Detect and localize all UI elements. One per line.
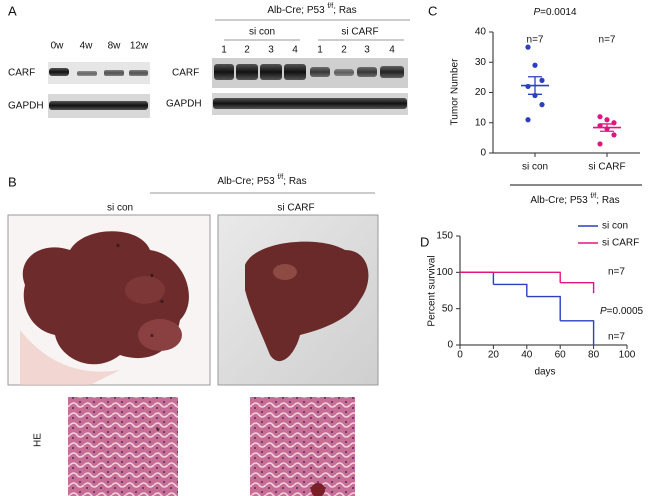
x-axis-label-part: Alb-Cre; P53 [530,195,590,206]
x-axis-label: Alb-Cre; P53 f/f; Ras [530,193,619,205]
photo-header-part: f/f [277,174,283,181]
dot [532,62,538,68]
survival-step [560,282,595,294]
x-axis-label-part: ; Ras [596,195,619,206]
y-tick-label: 10 [475,117,487,128]
group-label: si CARF [277,203,314,214]
survival-step [460,271,561,283]
chart-title-part: P [533,7,540,18]
x-tick-label: si con [522,162,548,173]
tumor-mark: * [150,273,154,284]
dot [525,44,531,50]
survival-step [526,295,561,321]
x-tick-label: 0 [457,350,463,361]
blot-timecourse [48,62,150,118]
tumor-mark: * [156,427,160,438]
x-tick-label: 60 [555,350,567,361]
he-stains [68,397,355,496]
annotation-part: =0.0005 [607,306,644,317]
lane-label: 1 [317,45,323,56]
x-tick-label: 100 [619,350,636,361]
blot-header-part: Alb-Cre; P53 [267,5,327,16]
liver-photos [7,214,379,386]
photo-header: Alb-Cre; P53 f/f; Ras [217,174,306,186]
x-axis-label-part: f/f [590,193,596,200]
panel-label: D [420,234,429,249]
x-tick-label: 20 [488,350,500,361]
blot-knockdown [212,58,408,115]
y-axis [492,32,640,154]
error-bar [600,123,614,132]
chart-title-part: =0.0014 [540,7,577,18]
error-bar [528,76,542,95]
chart-title: P=0.0014 [533,7,577,18]
photo-header-part: ; Ras [283,176,306,187]
n-label: n=7 [527,35,544,46]
tumor-mark: * [160,299,164,310]
dot [597,114,603,120]
dot [539,102,545,108]
group-label: si con [107,203,133,214]
y-tick-label: 50 [442,303,454,314]
y-tick-label: 40 [475,27,487,38]
legend-label: si CARF [602,238,639,249]
group-label: si con [249,27,275,38]
legend-label: si con [602,221,628,232]
blot-header: Alb-Cre; P53 f/f; Ras [267,3,356,15]
annotation: n=7 [608,332,625,343]
tumor-mark: * [116,243,120,254]
photo-header-part: Alb-Cre; P53 [217,176,277,187]
panel-label: C [428,3,437,18]
group-label: si CARF [341,27,378,38]
y-axis-label: Percent survival [427,255,438,326]
row-label: CARF [8,68,35,79]
lane-label: 8w [108,41,122,52]
y-tick-label: 0 [447,340,453,351]
x-tick-label: 40 [521,350,533,361]
annotation: P=0.0005 [600,306,644,317]
blot-header-part: ; Ras [333,5,356,16]
panel-label: B [8,174,17,189]
dot [597,141,603,147]
lane-label: 4w [80,41,94,52]
lane-label: 3 [268,45,274,56]
row-label: GAPDH [8,101,44,112]
row-label: GAPDH [166,99,202,110]
y-tick-label: 100 [436,267,453,278]
stain-label: HE [33,433,44,447]
survival-step [460,271,495,285]
annotation: n=7 [608,267,625,278]
y-axis-label: Tumor Number [450,58,461,126]
dot [525,117,531,123]
x-axis-label: days [534,367,555,378]
lane-label: 4 [292,45,298,56]
x-tick-label: 80 [588,350,600,361]
survival-step [560,320,595,345]
panel-label: A [8,3,17,18]
dot [539,77,545,83]
n-label: n=7 [599,35,616,46]
lane-label: 0w [51,41,65,52]
lane-label: 4 [389,45,395,56]
x-tick-label: si CARF [588,162,625,173]
dot [611,132,617,138]
axes [459,236,627,346]
dot [525,83,531,90]
y-tick-label: 0 [480,148,486,159]
lane-label: 12w [130,41,149,52]
dot [604,117,610,123]
y-tick-label: 30 [475,57,487,68]
lane-label: 2 [341,45,347,56]
annotation-part: P [600,306,607,317]
tumor-mark: * [150,333,154,344]
y-tick-label: 20 [475,87,487,98]
lane-label: 2 [244,45,250,56]
survival-step [493,283,528,297]
lane-label: 1 [221,45,227,56]
lane-label: 3 [364,45,370,56]
y-tick-label: 150 [436,231,453,242]
blot-header-part: f/f [327,3,333,10]
row-label: CARF [172,68,199,79]
